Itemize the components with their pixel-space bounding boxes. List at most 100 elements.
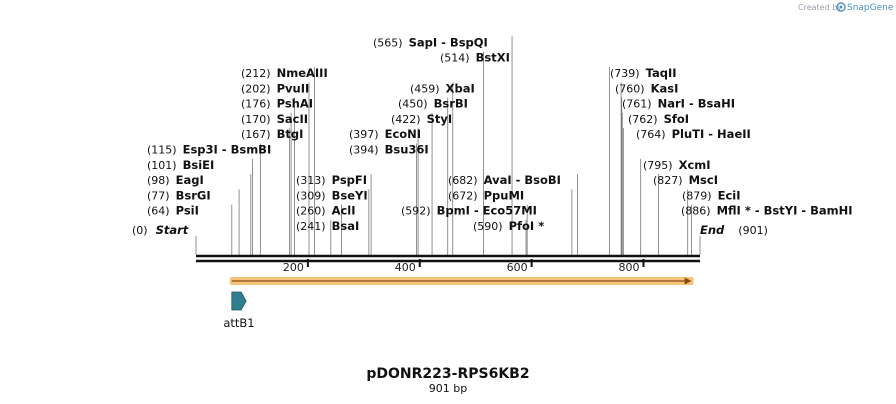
enzyme-name: Esp3I - BsmBI — [183, 143, 272, 157]
enzyme-name: BsrBI — [434, 97, 468, 111]
enzyme-name: BseYI — [332, 188, 368, 202]
restriction-site-label: (879) EciI — [682, 188, 741, 202]
enzyme-name: PfoI * — [509, 219, 545, 233]
restriction-site-label: (827) MscI — [653, 173, 718, 187]
site-position: (886) — [681, 205, 711, 218]
site-labels: (64) PsiI(77) BsrGI(98) EagI(101) BsiEI(115)… — [132, 35, 853, 237]
site-position: (170) — [241, 113, 271, 126]
restriction-site-label: (760) KasI — [615, 81, 678, 95]
restriction-site-label: (176) PshAI — [241, 97, 313, 111]
enzyme-name: EcoNI — [385, 127, 421, 141]
restriction-site-label: (170) SacII — [241, 112, 308, 126]
site-position: (101) — [147, 159, 177, 172]
restriction-site-label: (590) PfoI * — [473, 219, 544, 233]
restriction-site-label: (98) EagI — [147, 173, 204, 187]
enzyme-name: AvaI - BsoBI — [484, 173, 561, 187]
restriction-site-label: (795) XcmI — [643, 158, 711, 172]
restriction-site-label: (565) SapI - BspQI — [373, 35, 488, 49]
restriction-site-label: (672) PpuMI — [448, 188, 524, 202]
site-position: (176) — [241, 98, 271, 111]
enzyme-name: Bsu36I — [385, 143, 429, 157]
site-position: (212) — [241, 67, 271, 80]
site-position: (565) — [373, 36, 403, 49]
site-position: (77) — [147, 189, 170, 202]
end-label: End (901) — [700, 223, 768, 237]
site-position: (739) — [610, 67, 640, 80]
restriction-site-label: (313) PspFI — [296, 173, 367, 187]
plasmid-length: 901 bp — [429, 382, 467, 395]
site-position: (241) — [296, 220, 326, 233]
enzyme-name: PsiI — [176, 204, 199, 218]
site-position: (202) — [241, 82, 271, 95]
site-position: (98) — [147, 174, 170, 187]
site-position: (64) — [147, 205, 170, 218]
enzyme-name: SacII — [277, 112, 308, 126]
site-position: (450) — [398, 98, 428, 111]
ruler-tick-label: 200 — [283, 261, 304, 274]
orf-arrow — [229, 277, 694, 285]
site-position: (167) — [241, 128, 271, 141]
site-position: (762) — [628, 113, 658, 126]
site-position: (260) — [296, 205, 326, 218]
site-position: (313) — [296, 174, 326, 187]
restriction-site-label: (739) TaqII — [610, 66, 677, 80]
sequence-ruler: 200 400 600 800 — [196, 254, 700, 274]
enzyme-name: PvuII — [277, 81, 310, 95]
enzyme-name: SapI - BspQI — [409, 35, 488, 49]
site-position: (761) — [622, 98, 652, 111]
restriction-site-label: (764) PluTI - HaeII — [636, 127, 751, 141]
created-by-text: Created by — [798, 3, 842, 12]
enzyme-name: BstXI — [476, 51, 510, 65]
enzyme-name: TaqII — [646, 66, 677, 80]
ruler-tick-label: 600 — [507, 261, 528, 274]
restriction-site-label: (241) BsaI — [296, 219, 359, 233]
restriction-site-label: (115) Esp3I - BsmBI — [147, 143, 271, 157]
site-position: (115) — [147, 144, 177, 157]
site-position: (590) — [473, 220, 503, 233]
restriction-site-label: (450) BsrBI — [398, 97, 468, 111]
enzyme-name: BsiEI — [183, 158, 215, 172]
enzyme-name: MflI * - BstYI - BamHI — [717, 204, 853, 218]
enzyme-name: EagI — [176, 173, 204, 187]
restriction-site-label: (886) MflI * - BstYI - BamHI — [681, 204, 853, 218]
restriction-site-label: (762) SfoI — [628, 112, 689, 126]
site-position: (459) — [410, 82, 440, 95]
site-leader-lines — [195, 36, 701, 255]
restriction-site-label: (592) BpmI - Eco57MI — [401, 204, 537, 218]
enzyme-name: PluTI - HaeII — [672, 127, 751, 141]
attb1-feature[interactable] — [231, 291, 247, 311]
brand-name: SnapGene — [847, 3, 894, 13]
site-position: (514) — [440, 52, 470, 65]
site-position: (795) — [643, 159, 673, 172]
enzyme-name: BpmI - Eco57MI — [437, 204, 537, 218]
site-position: (764) — [636, 128, 666, 141]
ruler-tick-label: 400 — [395, 261, 416, 274]
enzyme-name: NmeAIII — [277, 66, 328, 80]
restriction-site-label: (309) BseYI — [296, 188, 368, 202]
enzyme-name: MscI — [689, 173, 718, 187]
enzyme-name: PshAI — [277, 97, 313, 111]
restriction-site-label: (422) StyI — [391, 112, 452, 126]
site-position: (879) — [682, 189, 712, 202]
plasmid-title: pDONR223-RPS6KB2 — [366, 366, 529, 382]
restriction-site-label: (260) AclI — [296, 204, 356, 218]
enzyme-name: SfoI — [664, 112, 689, 126]
restriction-site-label: (394) Bsu36I — [349, 143, 429, 157]
restriction-site-label: (459) XbaI — [410, 81, 475, 95]
attb1-label: attB1 — [223, 316, 254, 330]
enzyme-name: BsaI — [332, 219, 360, 233]
site-position: (397) — [349, 128, 379, 141]
enzyme-name: BsrGI — [176, 188, 211, 202]
restriction-site-label: (397) EcoNI — [349, 127, 421, 141]
restriction-site-label: (101) BsiEI — [147, 158, 214, 172]
restriction-site-label: (77) BsrGI — [147, 188, 211, 202]
restriction-site-label: (514) BstXI — [440, 51, 510, 65]
restriction-site-label: (761) NarI - BsaHI — [622, 97, 735, 111]
start-label: (0) Start — [132, 223, 189, 237]
site-position: (309) — [296, 189, 326, 202]
enzyme-name: KasI — [651, 81, 679, 95]
restriction-site-label: (212) NmeAIII — [241, 66, 328, 80]
site-position: (394) — [349, 144, 379, 157]
enzyme-name: EciI — [718, 188, 741, 202]
